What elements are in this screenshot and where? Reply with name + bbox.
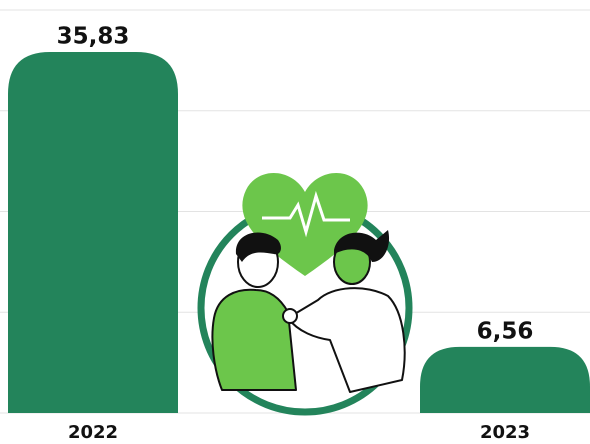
- bar: [420, 347, 590, 413]
- x-tick-label: 2022: [68, 422, 118, 443]
- illustration: [201, 173, 409, 412]
- data-label: 6,56: [477, 318, 534, 344]
- bar: [8, 52, 178, 413]
- x-tick-label: 2023: [480, 422, 530, 443]
- page: 35,8320226,562023 (() => { const data = …: [0, 0, 590, 444]
- data-label: 35,83: [57, 24, 130, 50]
- chart: 35,83 2022 6,56 2023: [0, 0, 590, 444]
